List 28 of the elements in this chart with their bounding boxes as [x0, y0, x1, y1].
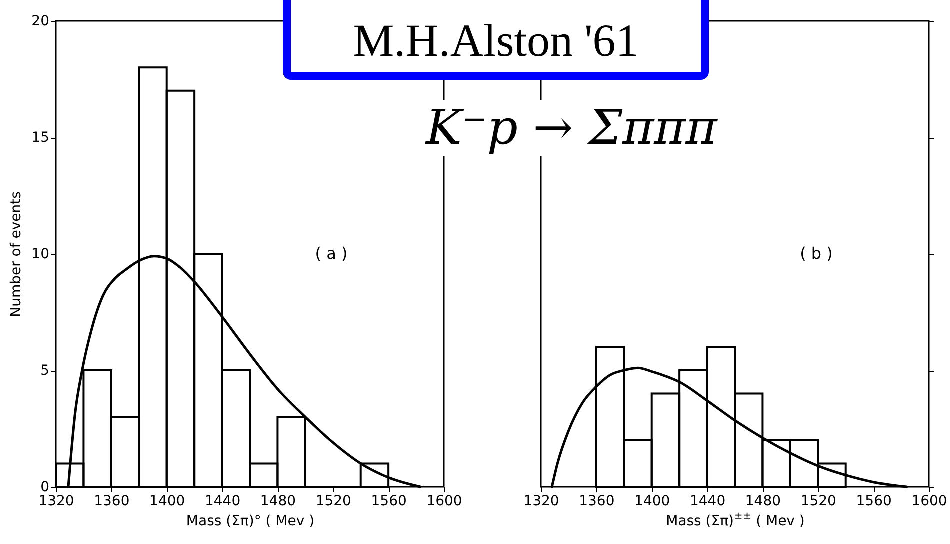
- x-tick-label: 1600: [426, 494, 462, 510]
- x-axis-title: Mass (Σπ)$^{±±}$ ( Mev ): [666, 510, 805, 530]
- x-tick-label: 1480: [745, 494, 782, 510]
- x-tick-label: 1480: [260, 494, 296, 510]
- x-tick-label: 1400: [634, 494, 670, 510]
- annotation: ( b ): [800, 244, 833, 263]
- chart-title: M.H.Alston '61: [283, 0, 709, 80]
- x-tick-label: 1320: [38, 494, 74, 510]
- y-tick-label: 10: [32, 246, 50, 262]
- annotation: ( a ): [315, 244, 348, 263]
- x-tick-label: 1360: [94, 494, 130, 510]
- y-tick-label: 20: [32, 14, 50, 30]
- text: K⁻p → Σπππ: [420, 100, 724, 156]
- x-axis-title: Mass (Σπ)° ( Mev ): [186, 514, 315, 530]
- x-tick-label: 1440: [204, 494, 241, 510]
- x-tick-label: 1560: [371, 494, 407, 510]
- x-tick-label: 1400: [150, 494, 186, 510]
- x-tick-label: 1520: [800, 494, 836, 510]
- y-tick-label: 0: [40, 480, 50, 496]
- x-tick-label: 1360: [579, 494, 615, 510]
- x-tick-label: 1560: [856, 494, 892, 510]
- y-tick-label: 5: [40, 363, 50, 379]
- x-tick-label: 1520: [316, 494, 352, 510]
- x-tick-label: 1440: [690, 494, 726, 510]
- y-tick-label: 15: [32, 130, 50, 146]
- y-axis-title: Number of events: [8, 192, 25, 318]
- x-tick-label: 1600: [912, 494, 948, 510]
- x-tick-label: 1320: [524, 494, 560, 510]
